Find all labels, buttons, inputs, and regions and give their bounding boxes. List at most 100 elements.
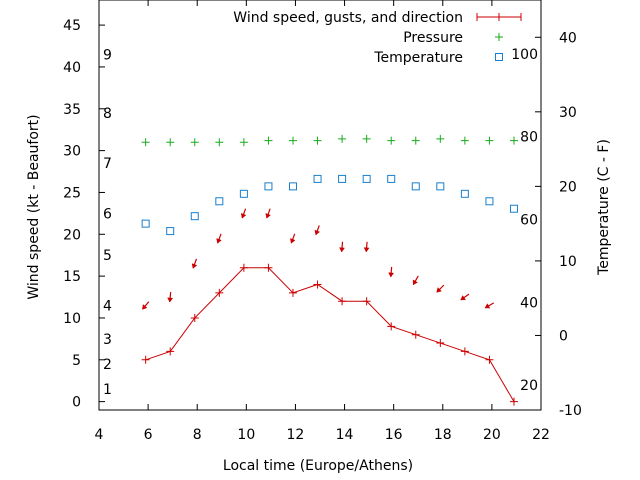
wind-arrow-head [339, 247, 345, 253]
wind-direction-arrow [363, 241, 370, 253]
x-tick-label: 10 [237, 427, 255, 443]
y-left-tick-label: 35 [63, 102, 81, 118]
temperature-point [387, 174, 396, 183]
temperature-point [485, 197, 494, 206]
temperature-point [411, 182, 420, 191]
pressure-point [239, 138, 248, 147]
legend-pressure-marker [495, 33, 503, 41]
temperature-point [509, 204, 518, 213]
pressure-point [190, 138, 199, 147]
y-left-tick-label: 0 [72, 395, 81, 411]
pressure-point [485, 136, 494, 145]
wind-speed-point [190, 313, 199, 322]
temperature-point [362, 174, 371, 183]
wind-direction-arrow [388, 266, 395, 278]
beaufort-label: 4 [103, 298, 112, 314]
pressure-point [436, 134, 445, 143]
y-axis-right-label: Temperature (C - F) [596, 139, 612, 276]
plot-frame [98, 0, 542, 411]
y-left-tick-label: 25 [63, 185, 81, 201]
temperature-point [436, 182, 445, 191]
wind-speed-point [288, 288, 297, 297]
wind-arrow-head [388, 272, 395, 278]
wind-speed-point [313, 280, 322, 289]
wind-speed-point [239, 263, 248, 272]
wind-arrow-head [460, 295, 466, 301]
wind-direction-arrow [191, 258, 198, 269]
y-right-fahrenheit-tick-label: 100 [511, 47, 538, 63]
x-tick-label: 4 [95, 427, 104, 443]
x-tick-label: 8 [193, 427, 202, 443]
wind-speed-point [411, 330, 420, 339]
wind-speed-point [436, 339, 445, 348]
wind-arrow-head [167, 297, 174, 303]
temperature-point [338, 174, 347, 183]
x-tick-label: 20 [483, 427, 501, 443]
wind-arrow-head [142, 304, 148, 310]
legend-temperature-marker [495, 53, 503, 61]
y-right-fahrenheit-tick-label: 60 [520, 212, 538, 228]
y-right-fahrenheit-tick-label: 20 [520, 378, 538, 394]
y-left-tick-label: 5 [72, 353, 81, 369]
wind-direction-arrow [265, 208, 271, 219]
wind-direction-arrow [141, 301, 150, 310]
wind-direction-arrow [167, 292, 174, 303]
x-tick-label: 6 [144, 427, 153, 443]
beaufort-label: 8 [103, 106, 112, 122]
pressure-point [362, 134, 371, 143]
y-right-celsius-tick-label: 20 [559, 179, 577, 195]
pressure-point [215, 138, 224, 147]
pressure-point [460, 136, 469, 145]
beaufort-label: 6 [103, 206, 112, 222]
wind-speed-point [485, 355, 494, 364]
wind-arrow-head [240, 213, 247, 219]
wind-speed-line [145, 267, 515, 402]
wind-speed-point [264, 263, 273, 272]
wind-direction-arrow [289, 233, 296, 244]
wind-arrow-head [436, 287, 442, 293]
y-left-tick-label: 30 [63, 144, 81, 160]
wind-direction-arrow [412, 275, 419, 286]
wind-speed-point [215, 288, 224, 297]
beaufort-label: 9 [103, 47, 112, 63]
beaufort-label: 2 [103, 357, 112, 373]
y-right-celsius-tick-label: 10 [559, 254, 577, 270]
legend-label: Temperature [373, 50, 463, 66]
x-tick-label: 14 [336, 427, 354, 443]
y-left-tick-label: 20 [63, 227, 81, 243]
y-left-tick-label: 10 [63, 311, 81, 327]
wind-speed-point [166, 347, 175, 356]
series-layer [141, 134, 518, 406]
pressure-point [411, 136, 420, 145]
wind-arrow-head [363, 247, 370, 253]
wind-arrow-head [216, 238, 222, 244]
wind-arrow-head [412, 279, 418, 286]
wind-speed-point [509, 397, 518, 406]
y-right-celsius-tick-label: 30 [559, 105, 577, 121]
wind-arrow-head [265, 213, 271, 219]
wind-direction-arrow [216, 233, 222, 244]
y-left-tick-label: 15 [63, 269, 81, 285]
plot-area-border [98, 0, 542, 411]
legend-label: Wind speed, gusts, and direction [233, 10, 463, 26]
temperature-point [141, 219, 150, 228]
wind-direction-arrow [314, 225, 321, 236]
temperature-point [190, 212, 199, 221]
x-tick-label: 22 [532, 427, 550, 443]
wind-speed-point [362, 297, 371, 306]
y-right-fahrenheit-tick-label: 80 [520, 130, 538, 146]
wind-direction-arrow [460, 293, 470, 301]
wind-speed-point [141, 355, 150, 364]
pressure-point [141, 138, 150, 147]
x-axis-label: Local time (Europe/Athens) [223, 458, 413, 474]
wind-speed-point [387, 322, 396, 331]
temperature-point [313, 174, 322, 183]
pressure-point [288, 136, 297, 145]
pressure-point [338, 134, 347, 143]
beaufort-label: 1 [103, 382, 112, 398]
y-left-tick-label: 45 [63, 18, 81, 34]
wind-speed-point [460, 347, 469, 356]
legend-label: Pressure [403, 30, 463, 46]
pressure-point [313, 136, 322, 145]
